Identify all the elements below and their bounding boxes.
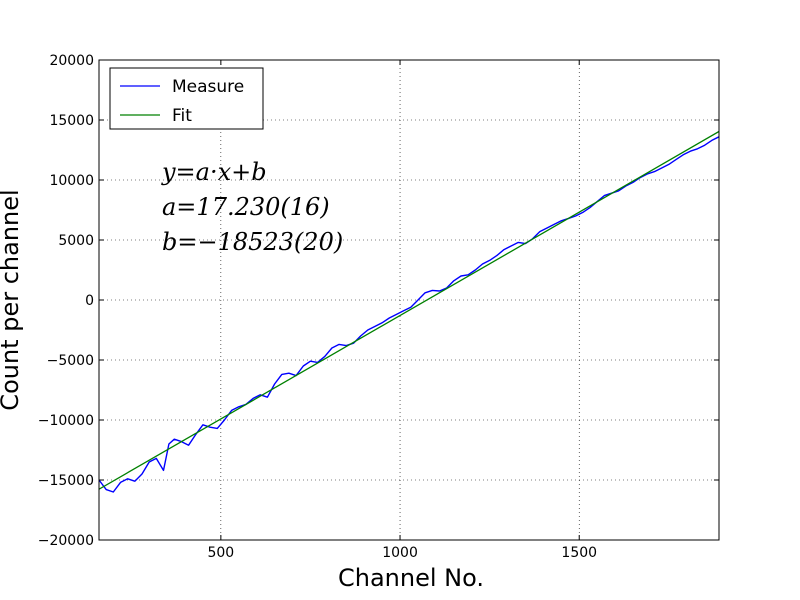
ticks: 500 1000 1500 −20000 −15000 −10000 −5000 0 5000 1… [38, 53, 719, 561]
y-tick-label: −20000 [38, 533, 94, 549]
x-tick-label: 500 [207, 545, 234, 561]
x-tick-label: 1000 [382, 545, 418, 561]
x-tick-label: 1500 [561, 545, 597, 561]
legend-label-fit: Fit [172, 106, 192, 126]
y-tick-label: −10000 [38, 413, 94, 429]
series-line-fit [99, 130, 719, 490]
y-tick-label: 5000 [58, 233, 94, 249]
legend: Measure Fit [109, 67, 264, 130]
annotation-block: y=a·x+b a=17.230(16) b=−18523(20) [161, 158, 343, 256]
legend-label-measure: Measure [172, 77, 244, 97]
annotation-equation: y=a·x+b [161, 158, 267, 186]
annotation-slope: a=17.230(16) [162, 193, 330, 221]
x-axis-label: Channel No. [338, 564, 484, 592]
y-tick-label: 15000 [49, 113, 94, 129]
y-tick-label: 0 [85, 293, 94, 309]
annotation-intercept: b=−18523(20) [162, 228, 343, 256]
y-tick-label: 20000 [49, 53, 94, 69]
series-layer [99, 130, 719, 493]
y-tick-label: 10000 [49, 173, 94, 189]
y-tick-label: −5000 [47, 353, 94, 369]
y-tick-label: −15000 [38, 473, 94, 489]
y-axis-label: Count per channel [0, 189, 24, 410]
grid [99, 60, 719, 540]
legend-box [109, 67, 264, 130]
